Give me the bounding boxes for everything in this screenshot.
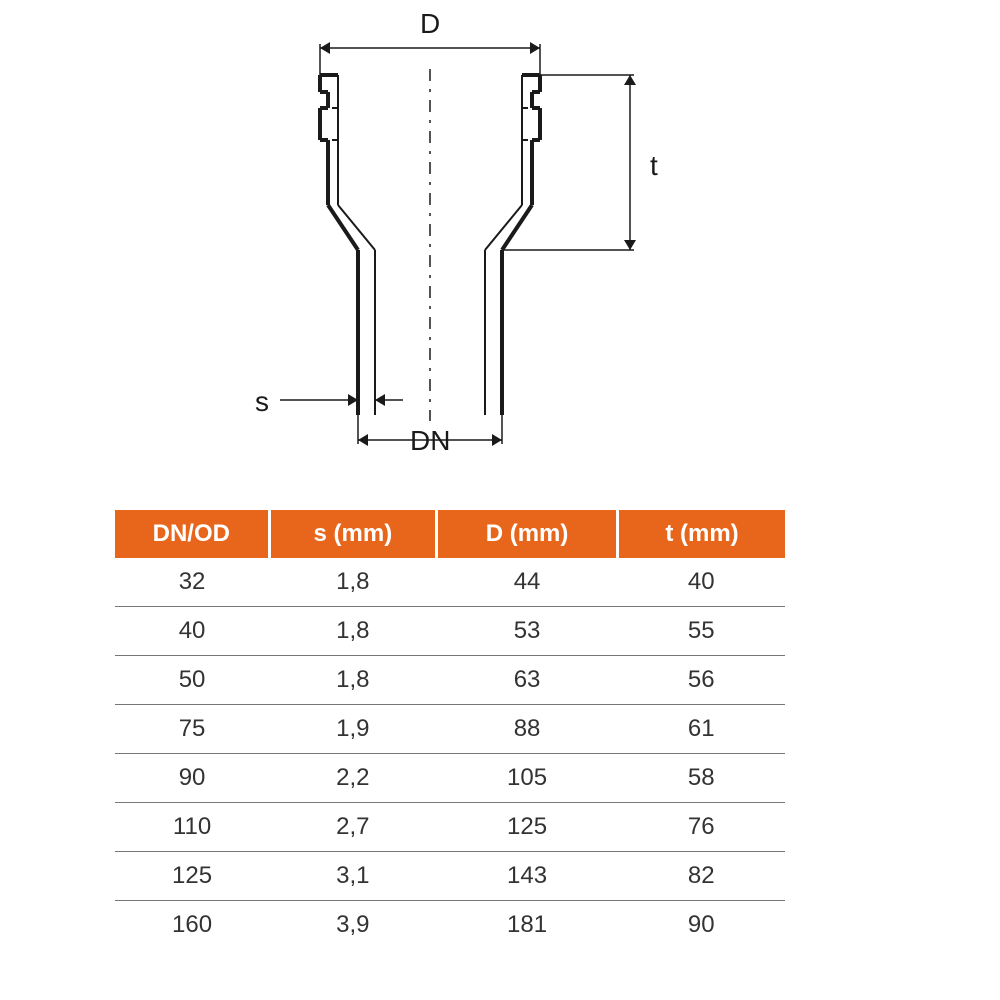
table-cell: 3,9 xyxy=(269,901,437,950)
table-cell: 56 xyxy=(617,656,785,705)
dim-label-D: D xyxy=(420,8,440,40)
table-body: 321,84440401,85355501,86356751,98861902,… xyxy=(115,558,785,949)
table-cell: 110 xyxy=(115,803,269,852)
table-cell: 53 xyxy=(437,607,618,656)
table-row: 401,85355 xyxy=(115,607,785,656)
table-cell: 40 xyxy=(115,607,269,656)
dim-label-s: s xyxy=(255,386,269,418)
table-cell: 82 xyxy=(617,852,785,901)
table-cell: 160 xyxy=(115,901,269,950)
table-cell: 50 xyxy=(115,656,269,705)
table-cell: 32 xyxy=(115,558,269,607)
table-cell: 2,7 xyxy=(269,803,437,852)
table-row: 751,98861 xyxy=(115,705,785,754)
table-cell: 55 xyxy=(617,607,785,656)
table-cell: 63 xyxy=(437,656,618,705)
table-cell: 143 xyxy=(437,852,618,901)
table-cell: 3,1 xyxy=(269,852,437,901)
dim-label-DN: DN xyxy=(410,425,450,457)
pipe-cross-section-svg xyxy=(170,20,730,460)
table-row: 321,84440 xyxy=(115,558,785,607)
table-header-cell: DN/OD xyxy=(115,510,269,558)
table-header-cell: t (mm) xyxy=(617,510,785,558)
table-cell: 105 xyxy=(437,754,618,803)
dimensions-table-container: DN/ODs (mm)D (mm)t (mm) 321,84440401,853… xyxy=(115,510,785,949)
table-cell: 44 xyxy=(437,558,618,607)
dim-label-t: t xyxy=(650,150,658,182)
table-cell: 40 xyxy=(617,558,785,607)
table-header-cell: D (mm) xyxy=(437,510,618,558)
table-row: 1102,712576 xyxy=(115,803,785,852)
table-cell: 181 xyxy=(437,901,618,950)
table-header-cell: s (mm) xyxy=(269,510,437,558)
table-cell: 61 xyxy=(617,705,785,754)
table-cell: 1,8 xyxy=(269,558,437,607)
dimensions-table: DN/ODs (mm)D (mm)t (mm) 321,84440401,853… xyxy=(115,510,785,949)
table-cell: 1,8 xyxy=(269,607,437,656)
table-row: 1603,918190 xyxy=(115,901,785,950)
table-cell: 90 xyxy=(617,901,785,950)
table-row: 902,210558 xyxy=(115,754,785,803)
table-row: 1253,114382 xyxy=(115,852,785,901)
technical-drawing: D t DN s xyxy=(0,0,1000,480)
table-cell: 125 xyxy=(437,803,618,852)
table-cell: 1,8 xyxy=(269,656,437,705)
table-cell: 125 xyxy=(115,852,269,901)
table-cell: 1,9 xyxy=(269,705,437,754)
table-cell: 75 xyxy=(115,705,269,754)
table-cell: 76 xyxy=(617,803,785,852)
table-row: 501,86356 xyxy=(115,656,785,705)
table-cell: 2,2 xyxy=(269,754,437,803)
table-cell: 88 xyxy=(437,705,618,754)
table-cell: 90 xyxy=(115,754,269,803)
table-header-row: DN/ODs (mm)D (mm)t (mm) xyxy=(115,510,785,558)
table-cell: 58 xyxy=(617,754,785,803)
